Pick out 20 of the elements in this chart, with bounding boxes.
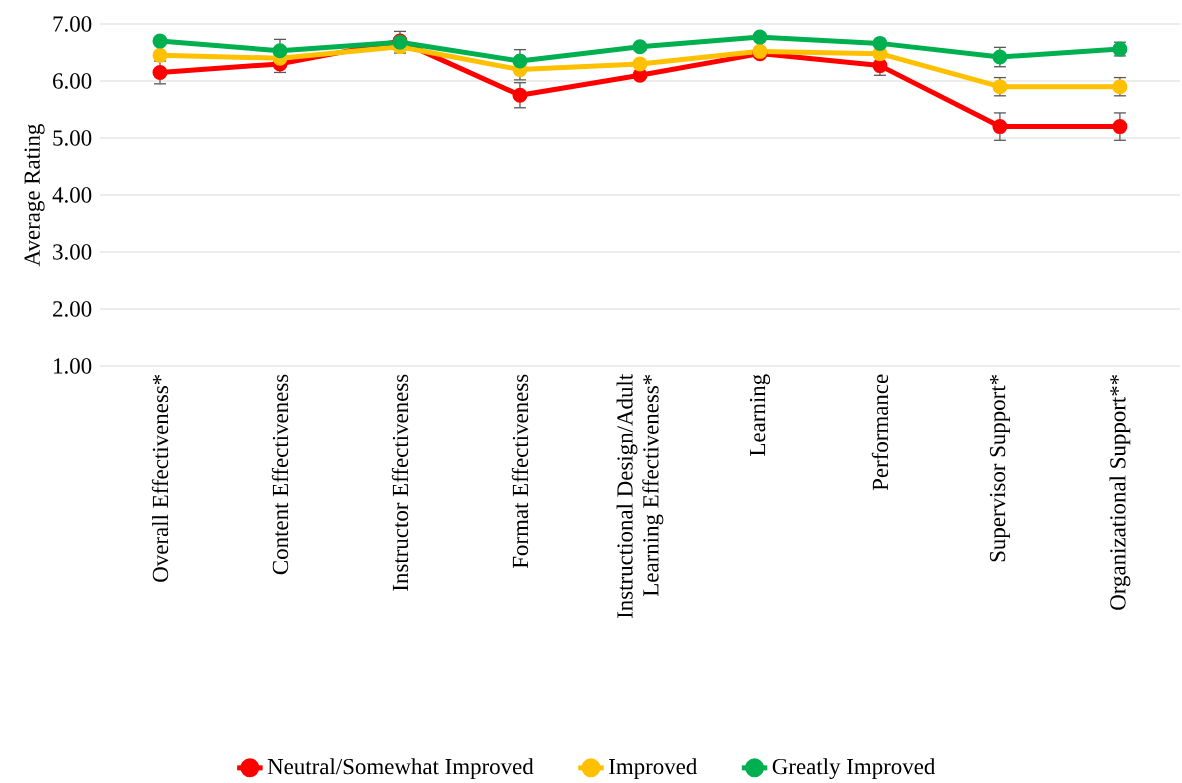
y-tick-label: 1.00 — [54, 358, 92, 374]
x-tick-label: Instructional Design/Adult Learning Effectiveness* — [616, 373, 664, 619]
x-tick-label: Supervisor Support* — [989, 374, 1010, 562]
x-tick-label: Performance — [871, 374, 889, 491]
x-tick-label: Format Effectiveness — [511, 374, 529, 569]
x-tick-label: Content Effectiveness — [271, 374, 289, 575]
y-tick-label: 2.00 — [53, 301, 92, 317]
y-tick-label: 3.00 — [53, 244, 92, 260]
legend-label: Greatly Improved — [772, 758, 936, 780]
y-tick-label: 4.00 — [52, 187, 92, 203]
legend-label: Neutral/Somewhat Improved — [267, 758, 534, 779]
y-axis-title: Average Rating — [24, 124, 45, 267]
y-tick-label: 5.00 — [53, 130, 92, 146]
x-tick-label: Organizational Support** — [1109, 374, 1131, 610]
y-tick-label: 7.00 — [53, 16, 92, 32]
x-tick-label: Learning — [749, 374, 771, 456]
x-tick-label: Overall Effectiveness* — [151, 374, 169, 582]
legend-label: Improved — [609, 758, 698, 779]
x-tick-label: Instructor Effectiveness — [391, 374, 409, 591]
y-tick-label: 6.00 — [53, 73, 92, 89]
